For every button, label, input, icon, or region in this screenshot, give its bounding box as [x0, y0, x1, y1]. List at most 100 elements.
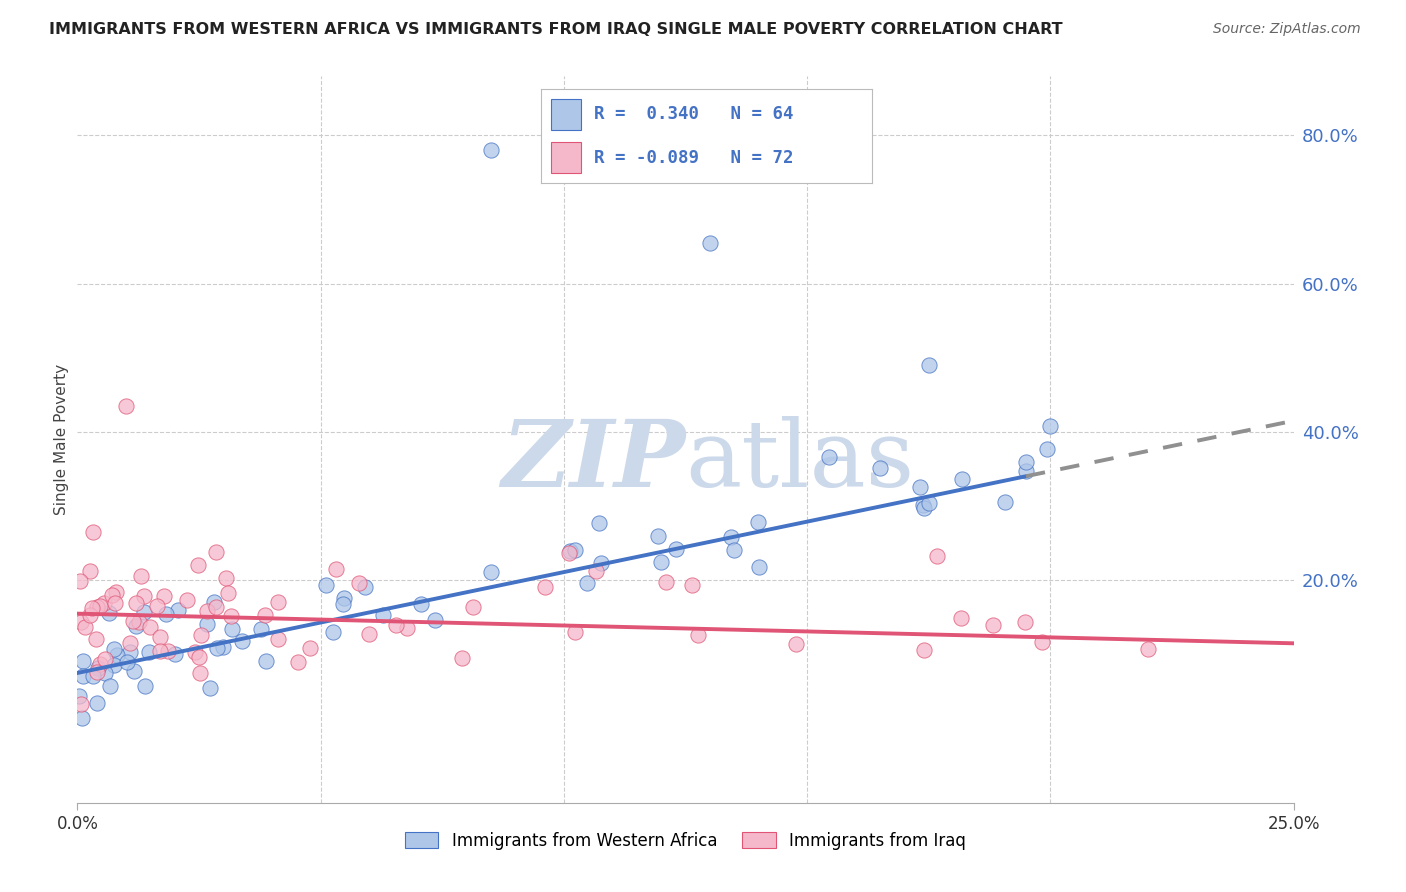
Point — [212, 640, 235, 655]
Point — [70, 615, 93, 629]
Point — [231, 634, 253, 648]
Point — [103, 658, 125, 673]
Point — [69, 574, 91, 588]
Point — [1014, 615, 1036, 629]
Point — [981, 618, 1004, 632]
Point — [558, 546, 581, 560]
Point — [98, 679, 121, 693]
Point — [333, 591, 356, 605]
Point — [134, 589, 156, 603]
Point — [396, 621, 419, 635]
Point — [463, 600, 485, 615]
Point — [86, 696, 108, 710]
Point — [198, 681, 221, 696]
Point — [105, 648, 128, 662]
Point — [647, 529, 669, 543]
Text: ZIP: ZIP — [501, 417, 686, 506]
Text: IMMIGRANTS FROM WESTERN AFRICA VS IMMIGRANTS FROM IRAQ SINGLE MALE POVERTY CORRE: IMMIGRANTS FROM WESTERN AFRICA VS IMMIGR… — [49, 22, 1063, 37]
Text: atlas: atlas — [686, 417, 915, 506]
Point — [322, 625, 344, 640]
Point — [120, 645, 142, 659]
Point — [138, 645, 160, 659]
Point — [315, 578, 337, 592]
Point — [359, 627, 381, 641]
Point — [287, 655, 309, 669]
Point — [1039, 418, 1062, 433]
Point — [129, 568, 152, 582]
Point — [385, 618, 408, 632]
Point — [250, 622, 273, 636]
Point — [132, 605, 155, 619]
Point — [204, 600, 226, 615]
Point — [785, 637, 807, 651]
Point — [665, 541, 688, 556]
Point — [918, 358, 941, 372]
Point — [190, 628, 212, 642]
Point — [912, 643, 935, 657]
Point — [134, 679, 156, 693]
Point — [79, 608, 101, 623]
Point — [655, 574, 678, 589]
Point — [125, 619, 148, 633]
Point — [221, 622, 243, 636]
Point — [450, 650, 472, 665]
Point — [254, 608, 277, 623]
Point — [165, 647, 187, 661]
Point — [125, 596, 148, 610]
Point — [149, 630, 172, 644]
Point — [588, 516, 610, 530]
Point — [183, 645, 205, 659]
Point — [80, 600, 103, 615]
Point — [149, 643, 172, 657]
Point — [1031, 634, 1053, 648]
Point — [84, 632, 107, 646]
Point — [89, 657, 111, 671]
Point — [681, 578, 703, 592]
Point — [699, 235, 721, 250]
Point — [1136, 642, 1159, 657]
Point — [1036, 442, 1059, 456]
Point — [558, 544, 581, 558]
Point — [105, 584, 128, 599]
Point — [205, 641, 228, 656]
Point — [155, 607, 177, 621]
Point — [103, 641, 125, 656]
Point — [219, 608, 242, 623]
Point — [202, 595, 225, 609]
Point — [87, 660, 110, 674]
Point — [534, 580, 557, 594]
Point — [188, 650, 211, 665]
Bar — [551, 98, 581, 130]
Point — [79, 564, 101, 578]
Point — [576, 575, 599, 590]
Point — [994, 495, 1017, 509]
Point — [195, 616, 218, 631]
Point — [67, 689, 90, 703]
Point — [152, 589, 174, 603]
Point — [927, 549, 949, 563]
Point — [1015, 454, 1038, 468]
Point — [93, 652, 115, 666]
Point — [723, 542, 745, 557]
Point — [103, 596, 125, 610]
Point — [188, 666, 211, 681]
Point — [93, 596, 115, 610]
Text: R =  0.340   N = 64: R = 0.340 N = 64 — [595, 105, 793, 123]
Point — [479, 565, 502, 579]
Point — [949, 611, 972, 625]
Point — [115, 399, 138, 413]
Point — [411, 597, 433, 611]
Point — [139, 620, 162, 634]
Point — [89, 599, 111, 613]
Point — [564, 624, 586, 639]
Point — [94, 666, 117, 681]
Point — [98, 606, 121, 620]
Point — [748, 560, 770, 574]
Legend: Immigrants from Western Africa, Immigrants from Iraq: Immigrants from Western Africa, Immigran… — [398, 825, 973, 856]
Point — [911, 499, 934, 513]
Point — [869, 461, 891, 475]
Point — [176, 592, 198, 607]
Point — [564, 543, 586, 558]
Point — [195, 604, 218, 618]
Point — [156, 643, 179, 657]
